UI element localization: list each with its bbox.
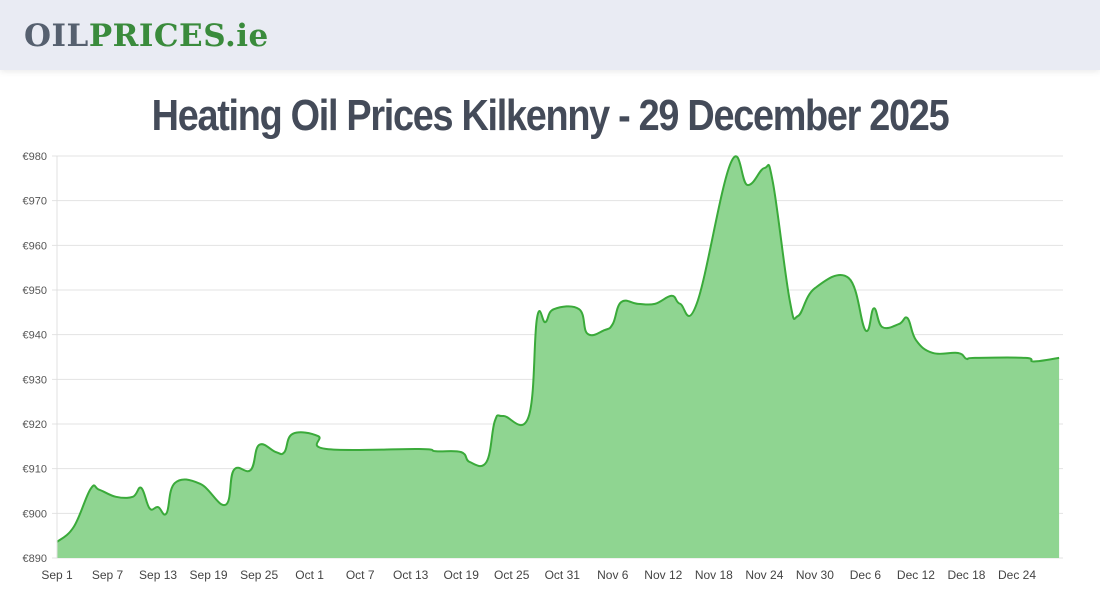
page-title: Heating Oil Prices Kilkenny - 29 Decembe… [151,91,950,140]
x-tick-label: Oct 13 [393,568,429,582]
x-tick-label: Nov 12 [644,568,682,582]
y-tick-label: €950 [23,285,47,297]
site-header: OILPRICES.ie [0,0,1100,70]
x-axis-labels: Sep 1 Sep 7 Sep 13 Sep 19 Sep 25 Oct 1 Oct 7 Oc… [41,568,1036,582]
y-tick-label: €940 [23,330,47,342]
y-tick-label: €910 [23,464,47,476]
site-logo[interactable]: OILPRICES.ie [24,16,269,56]
x-tick-label: Nov 18 [695,568,733,582]
x-tick-label: Sep 7 [92,568,124,582]
x-tick-label: Sep 1 [41,568,73,582]
y-tick-label: €920 [23,419,47,431]
x-tick-label: Sep 25 [240,568,278,582]
x-tick-label: Sep 13 [139,568,177,582]
y-tick-label: €960 [23,240,47,252]
x-tick-label: Nov 6 [597,568,629,582]
x-tick-label: Nov 30 [796,568,834,582]
x-tick-label: Dec 24 [998,568,1036,582]
x-tick-label: Oct 25 [494,568,530,582]
price-line [56,155,1060,543]
x-tick-label: Oct 7 [346,568,375,582]
y-tick-label: €890 [23,553,47,565]
y-tick-label: €980 [23,151,47,163]
y-tick-label: €970 [23,196,47,208]
x-tick-label: Oct 1 [295,568,324,582]
x-tick-label: Oct 19 [444,568,480,582]
y-tick-label: €930 [23,374,47,386]
price-area-fill [57,156,1060,558]
x-tick-label: Dec 12 [897,568,935,582]
x-tick-label: Nov 24 [745,568,783,582]
logo-text-oil: OIL [24,18,89,54]
x-tick-label: Dec 6 [850,568,882,582]
x-tick-label: Dec 18 [947,568,985,582]
y-axis-labels: €890 €900 €910 €920 €930 €940 €950 €960 €970 €980 [23,151,47,565]
x-tick-label: Oct 31 [545,568,581,582]
x-tick-label: Sep 19 [190,568,228,582]
y-tick-label: €900 [23,508,47,520]
logo-text-prices: PRICES.ie [88,18,269,54]
